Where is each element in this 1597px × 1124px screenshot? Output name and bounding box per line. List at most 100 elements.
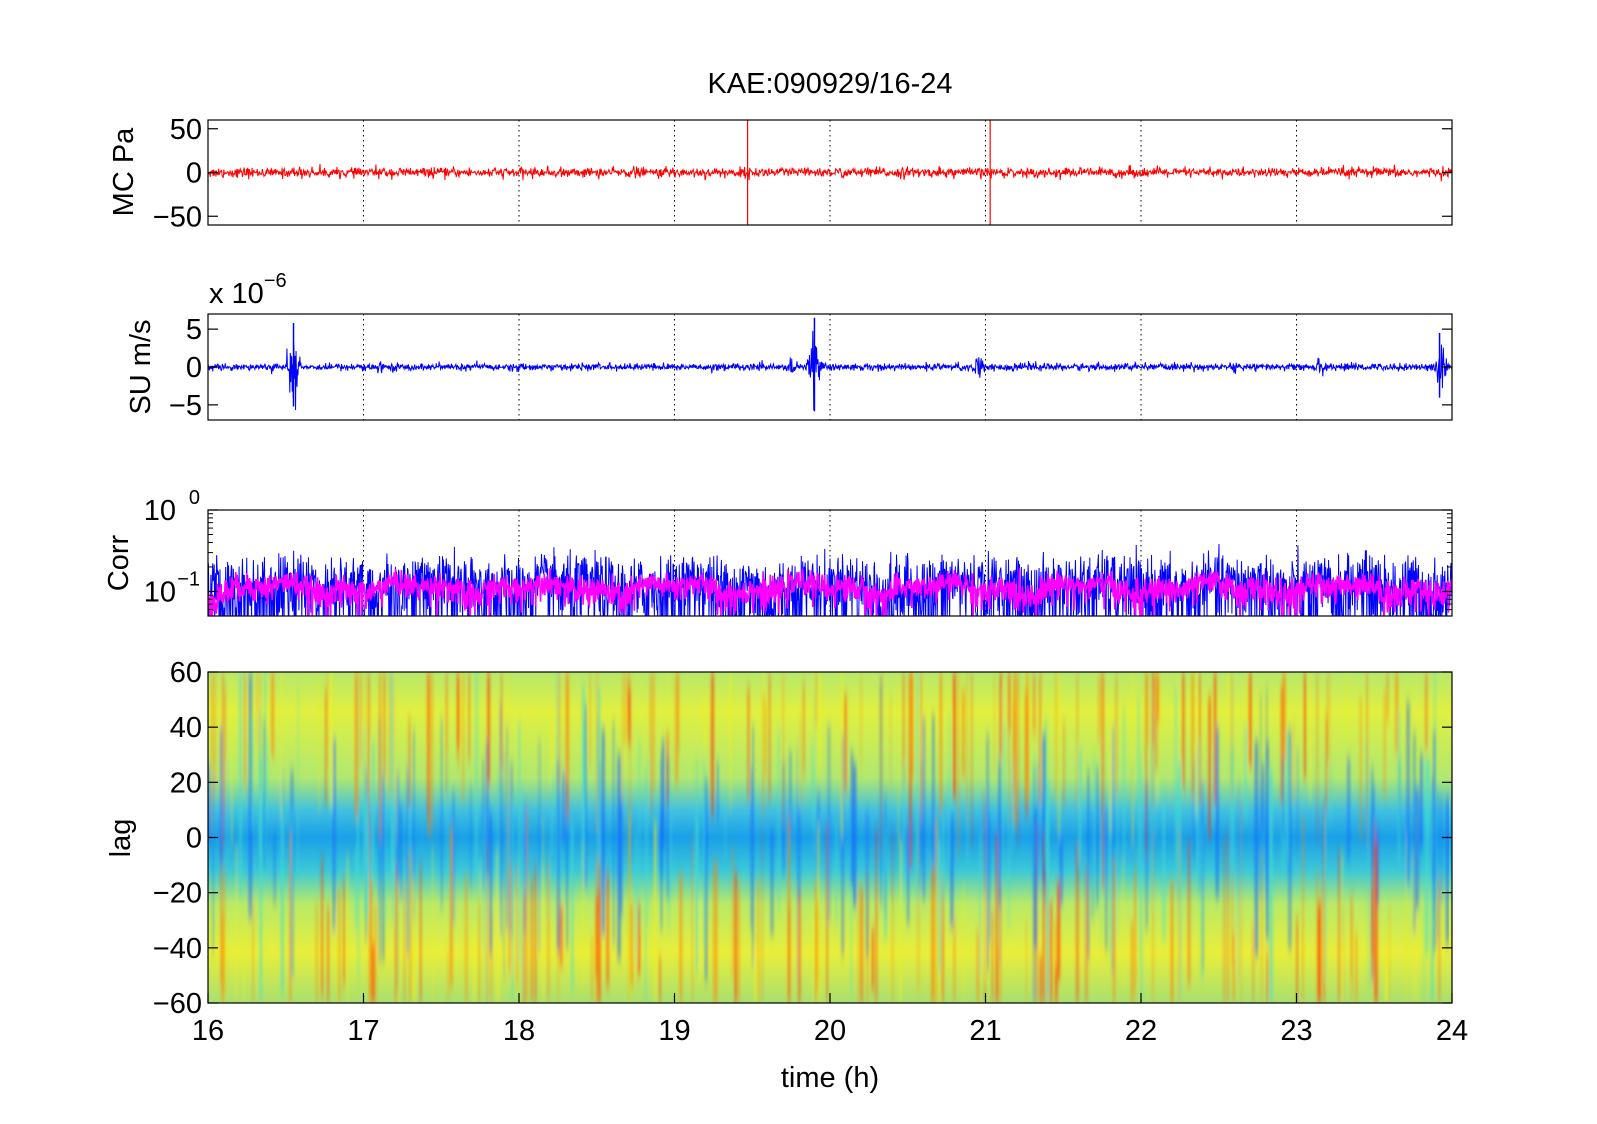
heatmap-streak (315, 903, 319, 1003)
heatmap-streak (919, 806, 921, 890)
y-tick-label: 0 (186, 823, 202, 855)
heatmap-streak (619, 799, 623, 915)
heatmap-streak (754, 951, 758, 1003)
heatmap-streak (1098, 675, 1100, 745)
heatmap-streak (1057, 672, 1061, 836)
heatmap-streak (1131, 672, 1134, 846)
heatmap-streak (986, 734, 989, 971)
heatmap-streak (729, 672, 732, 752)
heatmap-streak (1324, 812, 1327, 977)
x-tick-label: 17 (347, 1015, 379, 1047)
heatmap-streak (1327, 672, 1329, 760)
heatmap-streak (750, 768, 753, 930)
heatmap-streak (757, 878, 760, 1003)
heatmap-streak (394, 672, 396, 810)
heatmap-streak (486, 842, 489, 1000)
heatmap-streak (922, 717, 925, 900)
heatmap-streak (770, 829, 774, 936)
heatmap-streak (677, 672, 680, 752)
heatmap-streak (449, 827, 453, 988)
heatmap-streak (396, 883, 400, 1003)
heatmap-streak (703, 691, 706, 755)
heatmap-streak (699, 899, 701, 980)
heatmap-streak (1191, 672, 1195, 797)
heatmap-streak (367, 672, 370, 827)
heatmap-streak (703, 742, 705, 951)
heatmap-streak (1135, 864, 1137, 984)
heatmap-streak (1367, 772, 1370, 990)
heatmap-streak (581, 841, 585, 991)
y-tick-exponent: 0 (189, 487, 200, 509)
heatmap-streak (731, 847, 734, 979)
heatmap-streak (280, 806, 284, 994)
heatmap-streak (566, 781, 569, 950)
y-tick-label: 60 (170, 657, 202, 689)
heatmap-streak (384, 791, 388, 923)
heatmap-streak (235, 844, 237, 1003)
heatmap-streak (1187, 841, 1191, 985)
heatmap-streak (662, 739, 665, 846)
heatmap-streak (487, 672, 490, 784)
heatmap-streak (214, 672, 217, 794)
heatmap-streak (456, 672, 460, 749)
heatmap-streak (1042, 832, 1046, 1003)
heatmap-streak (674, 672, 679, 785)
exponent-multiplier: x 10−6 (209, 270, 287, 310)
heatmap-streak (714, 860, 718, 1003)
heatmap-streak (1139, 773, 1144, 1003)
heatmap-streak (764, 702, 767, 778)
heatmap-streak (1436, 792, 1440, 942)
heatmap-streak (797, 745, 798, 977)
heatmap-streak (538, 740, 541, 955)
heatmap-streak (761, 830, 763, 1003)
heatmap-streak (479, 864, 482, 1003)
heatmap-streak (649, 672, 653, 816)
heatmap-streak (1423, 756, 1426, 1003)
heatmap-streak (271, 672, 275, 757)
heatmap-streak (1430, 795, 1434, 1002)
heatmap-streak (860, 672, 862, 768)
heatmap-streak (865, 810, 869, 958)
heatmap-streak (1202, 781, 1204, 971)
heatmap-streak (551, 709, 554, 775)
heatmap-streak (1388, 905, 1390, 1003)
heatmap-streak (326, 672, 329, 768)
heatmap-streak (518, 722, 521, 964)
heatmap-streak (897, 672, 900, 846)
heatmap-streak (1227, 672, 1230, 737)
x-tick-label: 24 (1436, 1015, 1468, 1047)
heatmap-streak (598, 862, 601, 1003)
heatmap-streak (371, 741, 375, 882)
heatmap-streak (1025, 711, 1028, 785)
heatmap-streak (1213, 672, 1217, 806)
heatmap-streak (589, 672, 591, 768)
y-tick-label: −50 (153, 201, 202, 233)
heatmap-streak (1215, 727, 1219, 898)
heatmap-streak (910, 672, 914, 778)
heatmap-streak (521, 789, 524, 990)
heatmap-streak (1025, 920, 1027, 1002)
heatmap-streak (446, 756, 448, 893)
heatmap-streak (321, 855, 324, 996)
heatmap-streak (558, 672, 560, 788)
heatmap-streak (503, 748, 505, 979)
heatmap-streak (1397, 709, 1401, 864)
heatmap-streak (419, 864, 422, 1003)
y-tick-label: −40 (153, 933, 202, 965)
heatmap-streak (1112, 857, 1116, 1003)
heatmap-texture (208, 672, 1449, 1003)
heatmap-streak (947, 711, 951, 863)
heatmap-streak (1095, 767, 1099, 907)
heatmap-streak (1238, 780, 1240, 983)
heatmap-streak (403, 885, 406, 1003)
heatmap-streak (378, 718, 381, 963)
heatmap-streak (716, 761, 719, 822)
heatmap-streak (1054, 920, 1058, 1003)
heatmap-streak (581, 685, 585, 863)
heatmap-streak (1406, 702, 1410, 884)
heatmap-streak (976, 929, 980, 1003)
heatmap-streak (1087, 769, 1090, 960)
heatmap-streak (989, 815, 991, 943)
